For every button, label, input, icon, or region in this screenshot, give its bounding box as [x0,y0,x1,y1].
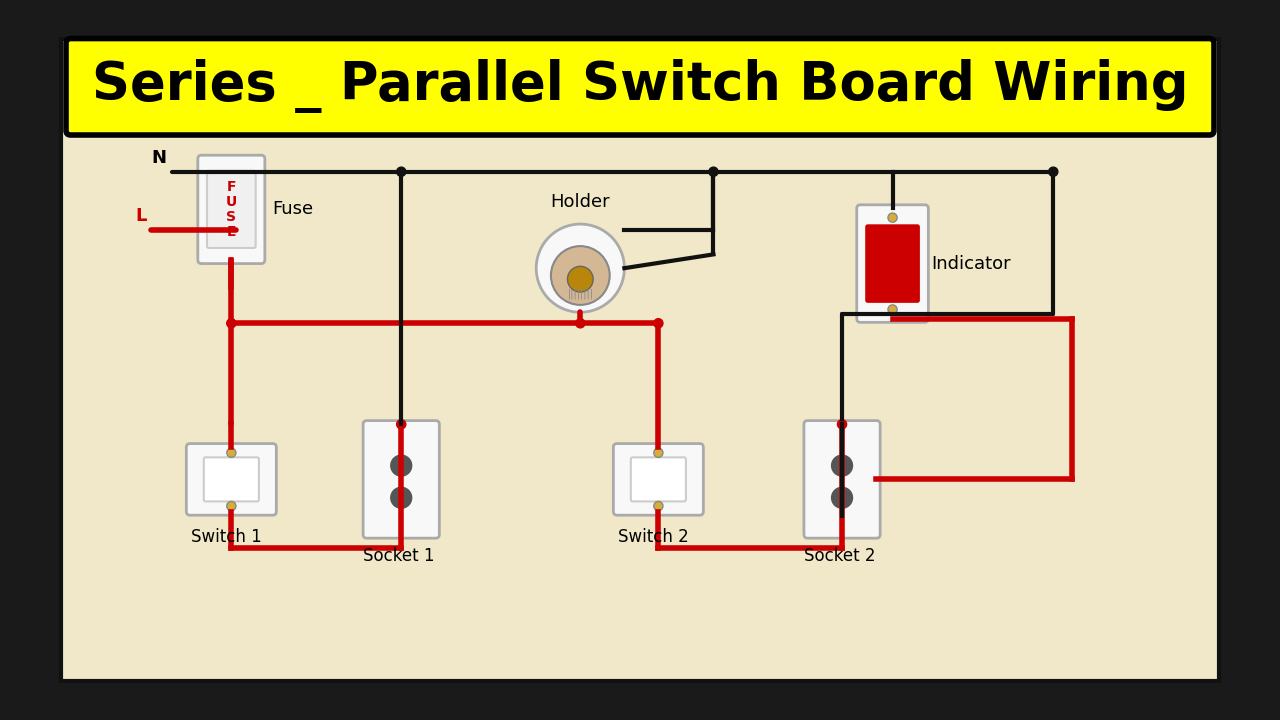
FancyBboxPatch shape [198,156,265,264]
Text: Switch 1: Switch 1 [192,528,262,546]
Text: L: L [134,207,146,225]
Circle shape [397,420,406,429]
FancyBboxPatch shape [613,444,704,516]
Circle shape [832,456,852,476]
Circle shape [227,448,236,457]
FancyBboxPatch shape [856,204,928,323]
Text: Indicator: Indicator [931,255,1011,273]
Text: F
U
S
E: F U S E [225,180,237,239]
Circle shape [837,420,846,429]
Circle shape [550,246,609,305]
Text: ||||||||: |||||||| [567,289,594,299]
Text: Socket 2: Socket 2 [804,547,876,565]
Circle shape [567,266,593,292]
Circle shape [576,319,585,328]
Text: Series _ Parallel Switch Board Wiring: Series _ Parallel Switch Board Wiring [92,59,1188,113]
FancyBboxPatch shape [631,457,686,501]
Circle shape [536,224,625,312]
Circle shape [1048,167,1057,176]
Circle shape [654,448,663,457]
Circle shape [888,305,897,314]
FancyBboxPatch shape [187,444,276,516]
Circle shape [392,487,411,508]
Text: Holder: Holder [550,193,611,211]
Text: Fuse: Fuse [273,200,314,218]
Text: Switch 2: Switch 2 [618,528,689,546]
FancyBboxPatch shape [204,457,259,501]
FancyBboxPatch shape [804,420,881,538]
Text: N: N [151,149,166,167]
Circle shape [392,456,411,476]
Circle shape [227,319,236,328]
FancyBboxPatch shape [865,225,919,302]
Circle shape [654,501,663,510]
Circle shape [397,167,406,176]
FancyBboxPatch shape [207,171,256,248]
FancyBboxPatch shape [67,39,1213,135]
Text: Socket 1: Socket 1 [362,547,434,565]
Circle shape [888,213,897,222]
Circle shape [227,501,236,510]
FancyBboxPatch shape [364,420,439,538]
Circle shape [832,487,852,508]
Circle shape [654,319,663,328]
Circle shape [709,167,718,176]
